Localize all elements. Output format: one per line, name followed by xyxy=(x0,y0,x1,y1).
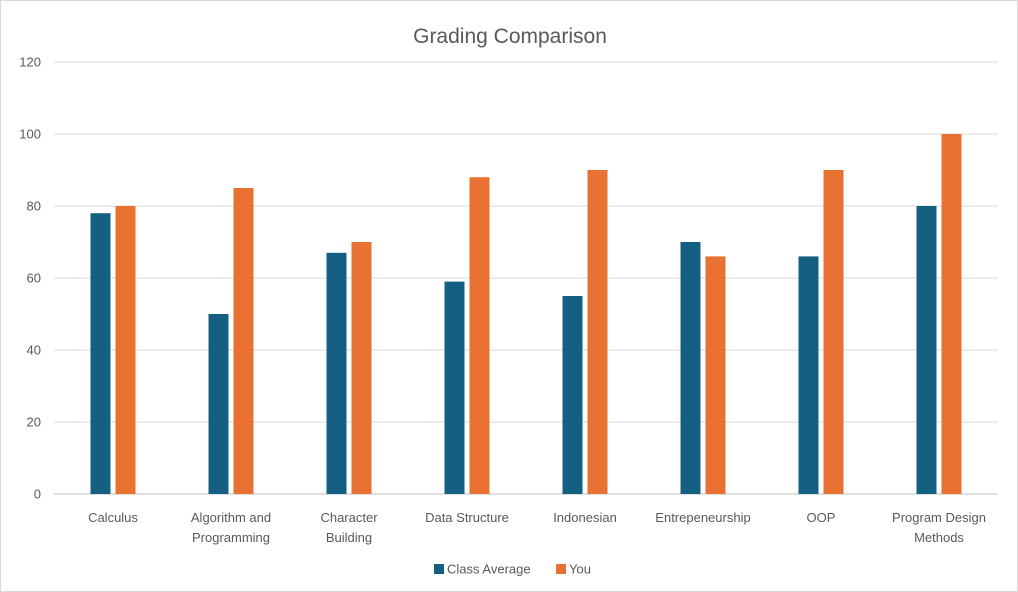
bar-class-average xyxy=(680,242,701,494)
x-tick-label: Entrepeneurship xyxy=(655,510,750,525)
bar-class-average xyxy=(916,206,937,494)
y-tick-label: 100 xyxy=(19,127,41,142)
x-tick-label: Character Building xyxy=(320,510,378,545)
bar-you xyxy=(823,170,844,494)
bar-you xyxy=(469,177,490,494)
legend-label: You xyxy=(569,562,591,577)
bar-you xyxy=(233,188,254,494)
y-tick-label: 0 xyxy=(34,487,41,502)
gridlines xyxy=(54,61,998,495)
x-tick-label: OOP xyxy=(807,510,836,525)
legend: Class Average You xyxy=(434,562,591,577)
y-tick-label: 120 xyxy=(19,55,41,70)
bar-class-average xyxy=(444,281,465,494)
bar-you xyxy=(705,256,726,494)
y-axis-ticks: 0 20 40 60 80 100 120 xyxy=(19,55,41,502)
y-tick-label: 20 xyxy=(27,415,41,430)
bar-you xyxy=(351,242,372,494)
bar-class-average xyxy=(90,213,111,494)
bars xyxy=(90,134,962,494)
legend-swatch xyxy=(434,564,444,574)
y-tick-label: 60 xyxy=(27,271,41,286)
bar-class-average xyxy=(208,314,229,494)
x-tick-label: Data Structure xyxy=(425,510,509,525)
bar-class-average xyxy=(326,252,347,494)
chart-title: Grading Comparison xyxy=(413,25,607,48)
x-tick-label: Program Design Methods xyxy=(892,510,986,545)
bar-you xyxy=(941,134,962,494)
x-tick-label: Calculus xyxy=(88,510,138,525)
bar-class-average xyxy=(562,296,583,494)
y-tick-label: 80 xyxy=(27,199,41,214)
bar-you xyxy=(115,206,136,494)
legend-label: Class Average xyxy=(447,562,531,577)
bar-you xyxy=(587,170,608,494)
x-axis-ticks: Calculus Algorithm and Programming Characte… xyxy=(88,510,986,545)
bar-class-average xyxy=(798,256,819,494)
x-tick-label: Indonesian xyxy=(553,510,617,525)
x-tick-label: Algorithm and Programming xyxy=(191,510,271,545)
legend-swatch xyxy=(556,564,566,574)
y-tick-label: 40 xyxy=(27,343,41,358)
